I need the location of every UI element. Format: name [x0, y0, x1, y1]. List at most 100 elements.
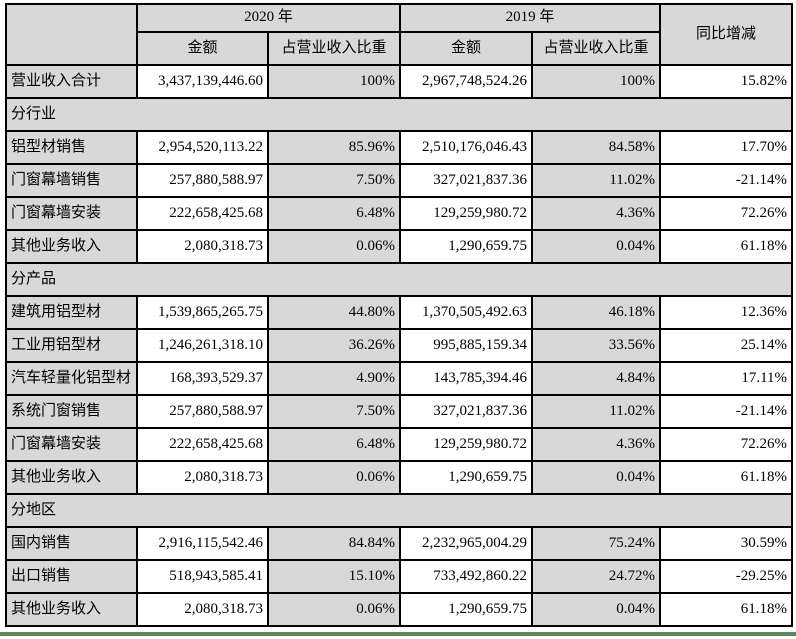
share-2020: 0.06% — [266, 592, 402, 627]
row-label: 门窗幕墙安装 — [5, 427, 138, 462]
amount-2019: 1,290,659.75 — [399, 229, 534, 264]
row-label: 其他业务收入 — [5, 592, 138, 627]
table-row: 其他业务收入 2,080,318.73 0.06% 1,290,659.75 0… — [5, 592, 794, 627]
amount-2020: 2,080,318.73 — [136, 460, 269, 495]
row-label: 门窗幕墙安装 — [5, 196, 138, 231]
header-yoy: 同比增减 — [659, 3, 794, 66]
share-2019: 84.58% — [531, 130, 662, 165]
row-label: 工业用铝型材 — [5, 328, 138, 363]
yoy-value: 17.70% — [659, 130, 794, 165]
amount-2019: 995,885,159.34 — [399, 328, 534, 363]
header-year-2020: 2020 年 — [135, 3, 402, 33]
row-label: 门窗幕墙销售 — [5, 163, 138, 198]
header-year-2019: 2019 年 — [399, 3, 662, 33]
section-row-industry: 分行业 — [4, 97, 794, 132]
section-label: 分地区 — [4, 493, 794, 528]
amount-2020: 257,880,588.97 — [136, 394, 269, 429]
header-amount-2020: 金额 — [136, 31, 269, 66]
yoy-value: 25.14% — [659, 328, 794, 363]
table-row: 工业用铝型材 1,246,261,318.10 36.26% 995,885,1… — [5, 328, 794, 363]
header-row-groups: 2020 年 2019 年 同比增减 — [5, 3, 794, 66]
header-corner-cell — [5, 3, 138, 66]
amount-2019: 733,492,860.22 — [399, 559, 534, 594]
yoy-value: -29.25% — [659, 559, 794, 594]
share-2019: 24.72% — [531, 559, 662, 594]
share-2019: 11.02% — [531, 394, 662, 429]
amount-2020: 518,943,585.41 — [136, 559, 269, 594]
row-label: 建筑用铝型材 — [5, 295, 138, 330]
table-row: 系统门窗销售 257,880,588.97 7.50% 327,021,837.… — [5, 394, 794, 429]
row-label: 系统门窗销售 — [5, 394, 138, 429]
yoy-value: 72.26% — [659, 196, 794, 231]
share-2019: 11.02% — [531, 163, 662, 198]
row-label: 铝型材销售 — [5, 130, 138, 165]
share-2020: 7.50% — [266, 163, 402, 198]
yoy-value: 61.18% — [659, 229, 794, 264]
amount-2019: 2,232,965,004.29 — [399, 526, 534, 561]
header-row-measures: 金额 占营业收入比重 金额 占营业收入比重 — [6, 31, 792, 66]
share-2019: 100% — [531, 64, 662, 99]
yoy-value: -21.14% — [659, 163, 794, 198]
amount-2020: 2,954,520,113.22 — [136, 130, 269, 165]
yoy-value: 61.18% — [659, 460, 794, 495]
document-page: { "colors": { "grid_line": "#000000", "s… — [0, 3, 796, 639]
yoy-value: 72.26% — [659, 427, 794, 462]
table-row: 汽车轻量化铝型材 168,393,529.37 4.90% 143,785,39… — [5, 361, 794, 396]
section-label: 分行业 — [4, 97, 794, 132]
section-row-region: 分地区 — [4, 493, 794, 528]
table-row: 其他业务收入 2,080,318.73 0.06% 1,290,659.75 0… — [5, 460, 794, 495]
amount-2019: 1,370,505,492.63 — [399, 295, 534, 330]
table-row: 门窗幕墙安装 222,658,425.68 6.48% 129,259,980.… — [5, 196, 794, 231]
amount-2020: 257,880,588.97 — [136, 163, 269, 198]
table-row: 国内销售 2,916,115,542.46 84.84% 2,232,965,0… — [5, 526, 794, 561]
amount-2019: 2,510,176,046.43 — [399, 130, 534, 165]
yoy-value: 15.82% — [659, 64, 794, 99]
yoy-value: 61.18% — [659, 592, 794, 627]
amount-2019: 129,259,980.72 — [399, 427, 534, 462]
row-label: 出口销售 — [5, 559, 138, 594]
row-label: 营业收入合计 — [5, 64, 138, 99]
header-share-2020: 占营业收入比重 — [266, 31, 402, 66]
table-row: 门窗幕墙安装 222,658,425.68 6.48% 129,259,980.… — [5, 427, 794, 462]
share-2020: 84.84% — [266, 526, 402, 561]
share-2019: 4.36% — [531, 196, 662, 231]
amount-2020: 3,437,139,446.60 — [136, 64, 269, 99]
share-2020: 85.96% — [266, 130, 402, 165]
share-2020: 4.90% — [266, 361, 402, 396]
share-2019: 4.84% — [531, 361, 662, 396]
section-row-product: 分产品 — [4, 262, 794, 297]
row-label: 其他业务收入 — [5, 460, 138, 495]
share-2019: 0.04% — [531, 229, 662, 264]
share-2020: 6.48% — [266, 427, 402, 462]
table-row: 出口销售 518,943,585.41 15.10% 733,492,860.2… — [5, 559, 794, 594]
revenue-breakdown-table: 2020 年 2019 年 同比增减 金额 占营业收入比重 金额 占营业收入比重… — [4, 3, 794, 627]
amount-2019: 143,785,394.46 — [399, 361, 534, 396]
amount-2020: 222,658,425.68 — [136, 427, 269, 462]
row-label: 国内销售 — [5, 526, 138, 561]
amount-2019: 327,021,837.36 — [399, 394, 534, 429]
share-2020: 7.50% — [266, 394, 402, 429]
row-label: 其他业务收入 — [5, 229, 138, 264]
share-2020: 0.06% — [266, 229, 402, 264]
yoy-value: 30.59% — [659, 526, 794, 561]
table-row: 铝型材销售 2,954,520,113.22 85.96% 2,510,176,… — [5, 130, 794, 165]
share-2019: 33.56% — [531, 328, 662, 363]
share-2019: 4.36% — [531, 427, 662, 462]
amount-2020: 222,658,425.68 — [136, 196, 269, 231]
page-bottom-rule — [0, 632, 796, 636]
yoy-value: 12.36% — [659, 295, 794, 330]
share-2020: 0.06% — [266, 460, 402, 495]
header-share-2019: 占营业收入比重 — [531, 31, 662, 66]
amount-2020: 168,393,529.37 — [136, 361, 269, 396]
share-2019: 46.18% — [531, 295, 662, 330]
section-label: 分产品 — [4, 262, 794, 297]
amount-2019: 327,021,837.36 — [399, 163, 534, 198]
table-row: 建筑用铝型材 1,539,865,265.75 44.80% 1,370,505… — [5, 295, 794, 330]
amount-2019: 129,259,980.72 — [399, 196, 534, 231]
share-2019: 0.04% — [531, 592, 662, 627]
share-2020: 36.26% — [266, 328, 402, 363]
amount-2020: 1,246,261,318.10 — [136, 328, 269, 363]
share-2019: 0.04% — [531, 460, 662, 495]
table-row: 门窗幕墙销售 257,880,588.97 7.50% 327,021,837.… — [5, 163, 794, 198]
row-label: 汽车轻量化铝型材 — [5, 361, 138, 396]
